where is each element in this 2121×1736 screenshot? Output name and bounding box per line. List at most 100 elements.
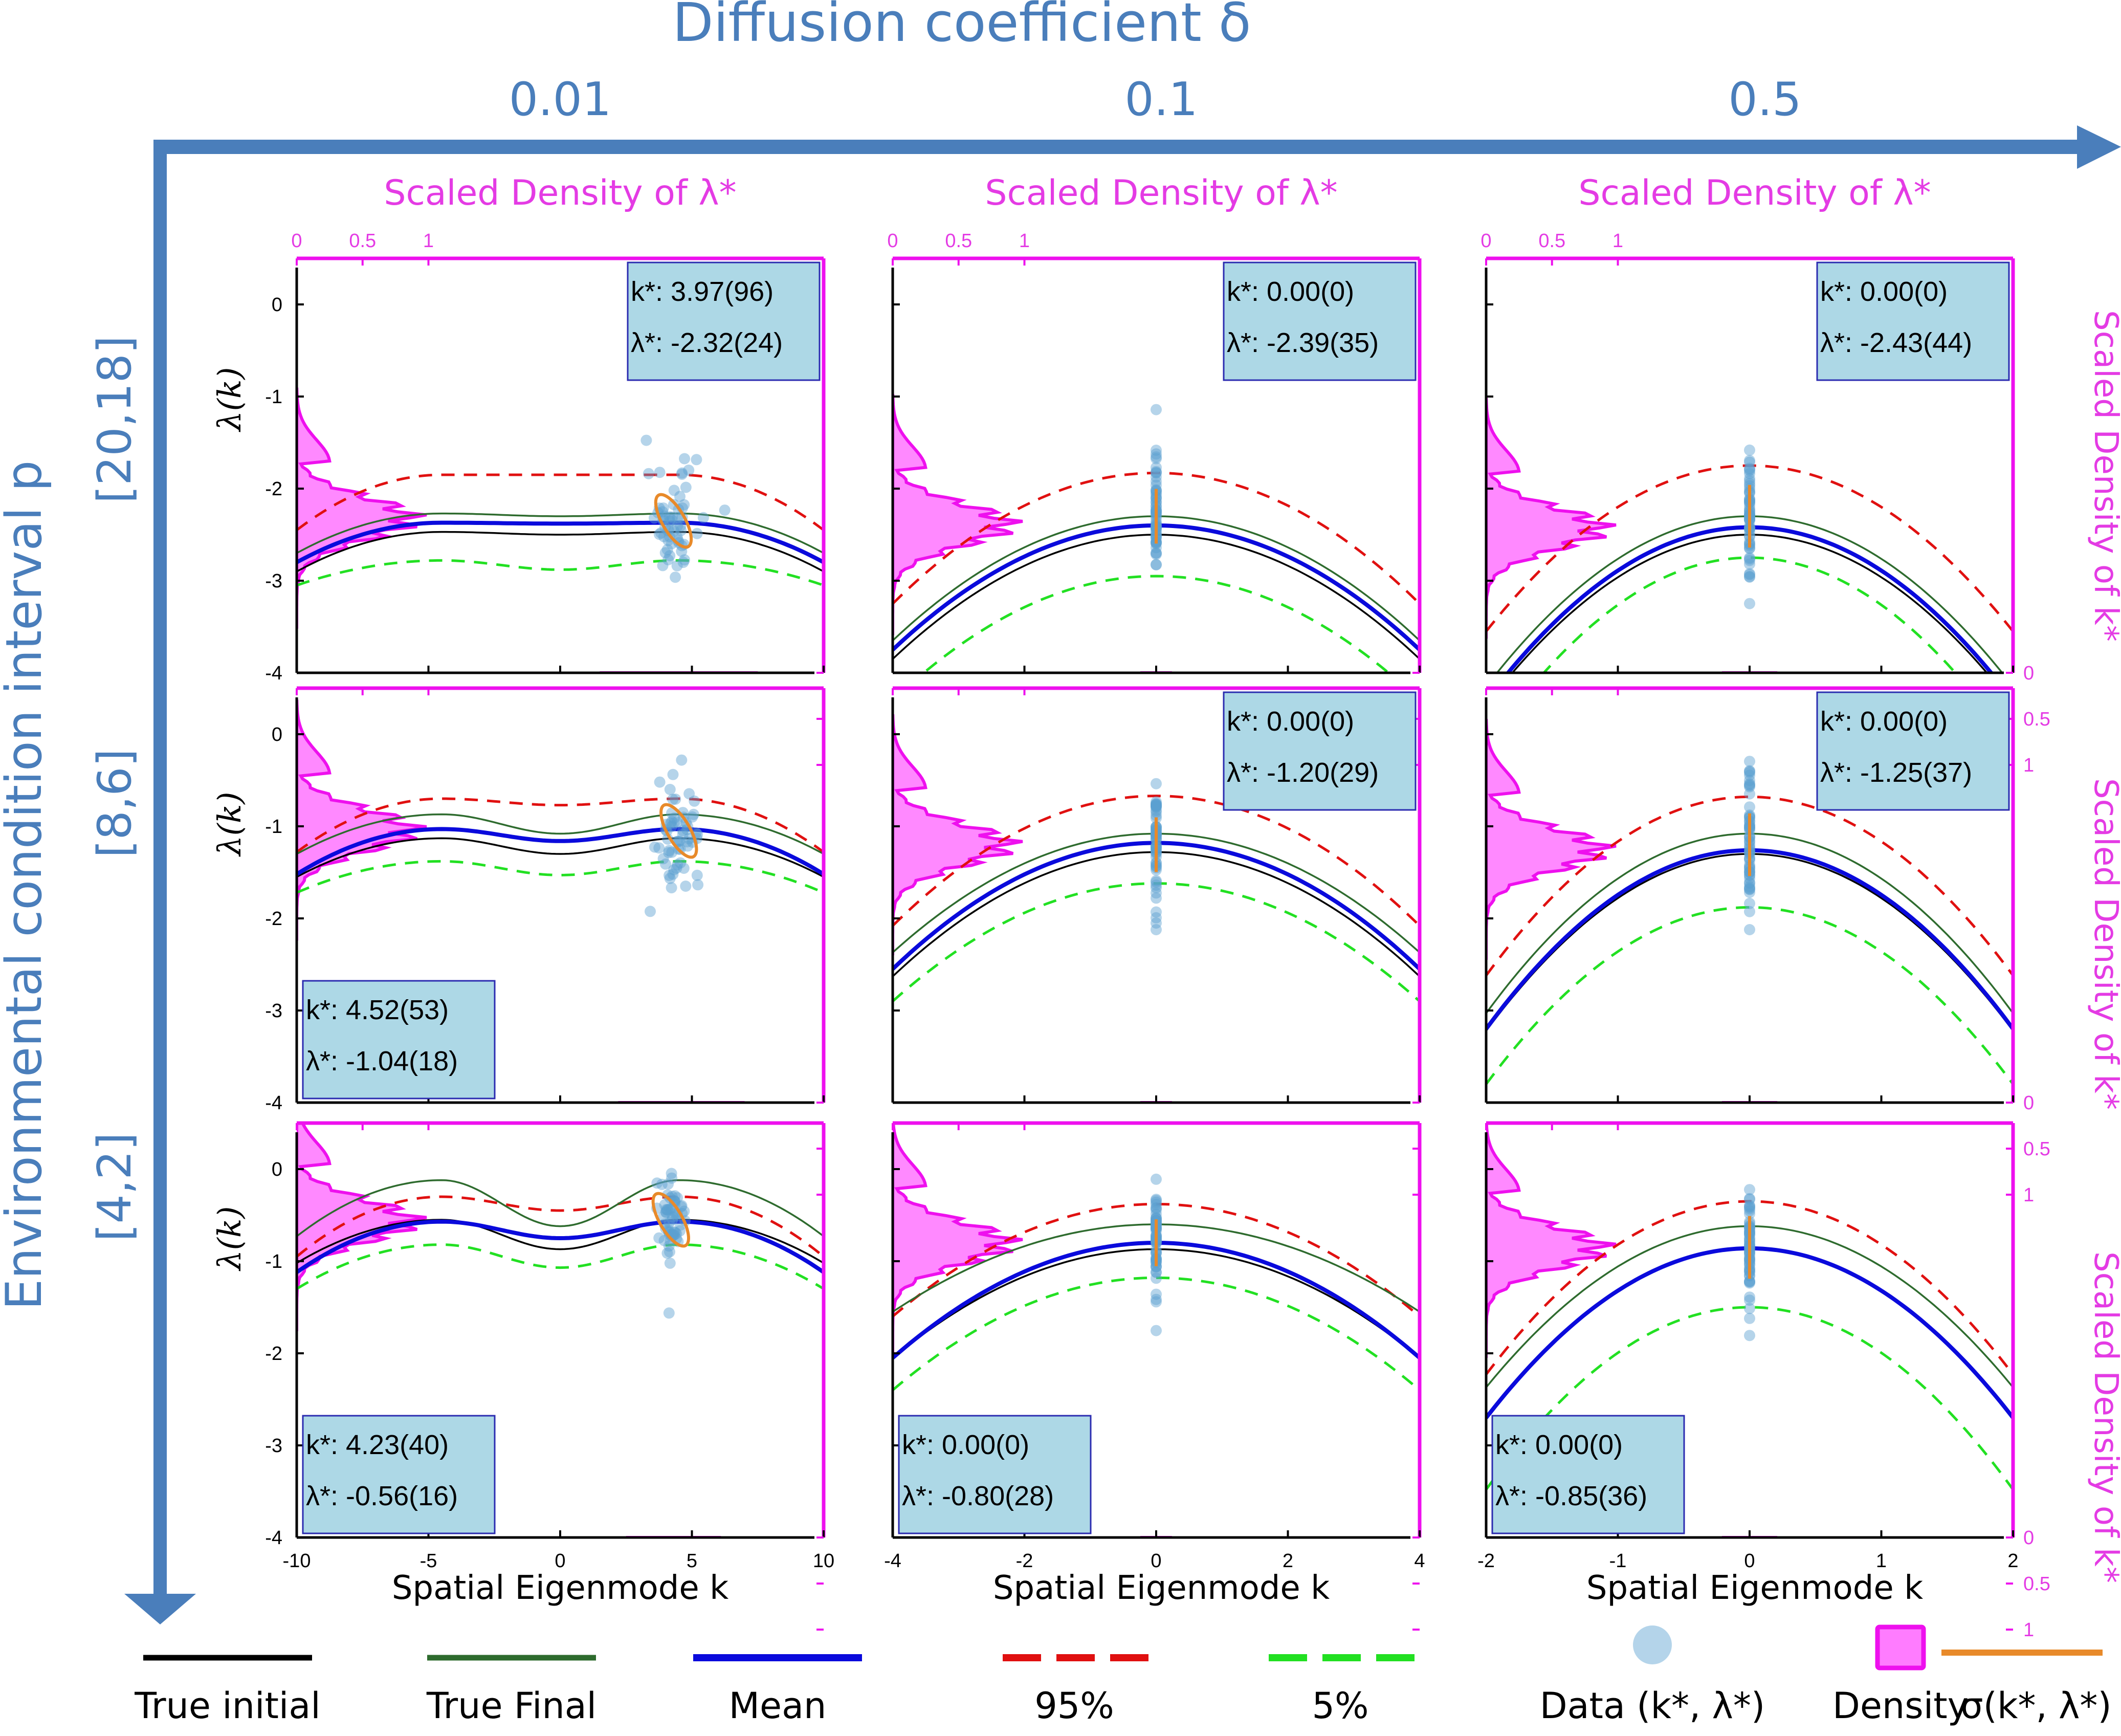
data-point [645, 906, 656, 917]
k-density [600, 671, 758, 673]
data-point [1151, 800, 1162, 811]
stat-box-bg [1816, 691, 2010, 811]
data-point [671, 1228, 682, 1240]
density-tick-label-right: 1 [2023, 755, 2034, 776]
data-point [1744, 1201, 1755, 1213]
data-point [688, 808, 699, 820]
panel-2-2: -2 -1 0 1 200.51k*: 0.00(0)λ*: -0.85(36) [1477, 1121, 2050, 1641]
k-star-value: k*: 3.97(96) [631, 276, 774, 307]
ylabel-0: λ(k) [211, 367, 248, 432]
data-point [1151, 548, 1162, 560]
data-point [676, 1200, 688, 1212]
data-point [667, 1211, 679, 1223]
data-point [666, 821, 678, 832]
data-point [1744, 571, 1755, 583]
density-tick-label-top: 1 [1612, 230, 1623, 252]
density-tick-label-top: 0 [887, 230, 898, 252]
curve-true-final [297, 1179, 824, 1237]
data-point [675, 857, 686, 869]
plot-area [1486, 398, 2013, 673]
data-point [1744, 598, 1755, 609]
data-point [675, 524, 687, 536]
lambda-star-value: λ*: -2.39(35) [1227, 327, 1379, 358]
data-point [655, 527, 667, 539]
data-point [677, 557, 689, 568]
top-density-label-0: Scaled Density of λ* [384, 173, 736, 213]
data-point [683, 465, 695, 476]
data-point [666, 882, 677, 894]
x-tick-label: 2 [2007, 1550, 2018, 1572]
data-point [1151, 1266, 1162, 1278]
curve-p95 [1486, 795, 2013, 977]
data-point [677, 825, 689, 837]
stat-box: k*: 0.00(0) λ*: -1.25(37) [1816, 691, 2010, 811]
curve-p95 [297, 1195, 824, 1258]
density-tick-label-top: 0.5 [1538, 230, 1565, 252]
density-tick-label-right: 1 [2023, 1184, 2034, 1206]
data-point [654, 467, 666, 478]
data-point [1744, 882, 1755, 894]
curve-p5 [1486, 1306, 2013, 1490]
data-point [679, 554, 690, 566]
legend-swatch-dash [1376, 1654, 1415, 1661]
x-tick-label: -4 [884, 1550, 901, 1572]
legend-label: True Final [426, 1685, 596, 1727]
data-point [1151, 547, 1162, 559]
data-point [1151, 466, 1162, 477]
curve-p5 [893, 882, 1420, 1002]
x-arrow-shaft [160, 140, 2089, 154]
legend-swatch-dash [1322, 1654, 1361, 1661]
plot-area [297, 387, 824, 673]
data-point [669, 1226, 681, 1238]
k-density [618, 1101, 745, 1103]
data-point [653, 529, 665, 540]
data-point [649, 841, 660, 853]
y-tick-label: -3 [265, 570, 282, 592]
lambda-density [1486, 1123, 1617, 1358]
data-point [1744, 478, 1755, 490]
data-point [660, 1204, 672, 1216]
data-point [682, 840, 694, 852]
data-point [667, 1214, 678, 1225]
data-point [665, 818, 676, 829]
density-tick-label-top: 0 [1481, 230, 1491, 252]
k-star-value: k*: 0.00(0) [1227, 706, 1354, 737]
x-tick-label: 5 [687, 1550, 697, 1572]
data-point [664, 869, 675, 881]
lambda-star-value: λ*: -1.04(18) [306, 1046, 458, 1076]
curve-p5 [1542, 556, 1957, 673]
data-point [671, 816, 683, 828]
data-point [1744, 883, 1755, 895]
data-point [1151, 479, 1162, 491]
data-point [663, 1307, 675, 1319]
data-point [657, 502, 669, 514]
y-tick-label: 0 [272, 1159, 282, 1180]
data-point [1151, 547, 1162, 559]
legend-label: σ(k*, λ*) [1960, 1685, 2111, 1727]
right-density-label-0: Scaled Density of k* [2087, 310, 2121, 642]
lambda-star-value: λ*: -1.25(37) [1820, 757, 1972, 788]
data-point [668, 485, 680, 496]
data-point [1151, 810, 1162, 821]
lambda-star-value: λ*: -0.80(28) [902, 1481, 1054, 1511]
y-tick-label: -4 [265, 1527, 282, 1549]
curve-p95 [893, 471, 1420, 605]
data-point [1151, 1212, 1162, 1224]
legend-swatch-dash [1110, 1654, 1148, 1661]
y-tick-label: -1 [265, 816, 282, 838]
y-tick-label: -4 [265, 663, 282, 684]
data-point [679, 453, 690, 465]
data-point [664, 1203, 675, 1215]
data-point [1744, 1205, 1755, 1217]
plot-area [297, 1123, 824, 1537]
data-point [1151, 445, 1162, 456]
data-point [1151, 1212, 1162, 1224]
data-point [1744, 465, 1755, 476]
panel-2-1: -4 -2 0 2 4 k*: 0.00(0) λ*: -0.80(28) [884, 1121, 1425, 1631]
legend-item-p95: 95% [1003, 1654, 1148, 1727]
y-tick-label: -4 [265, 1092, 282, 1114]
lambda-density [1486, 719, 1617, 960]
data-point [1744, 473, 1755, 485]
data-point [1744, 555, 1755, 566]
panel-0-2: 0 0.5 1 0 0.5 1 k*: 0.00(0) λ*: -2.43(44) [1481, 230, 2050, 776]
